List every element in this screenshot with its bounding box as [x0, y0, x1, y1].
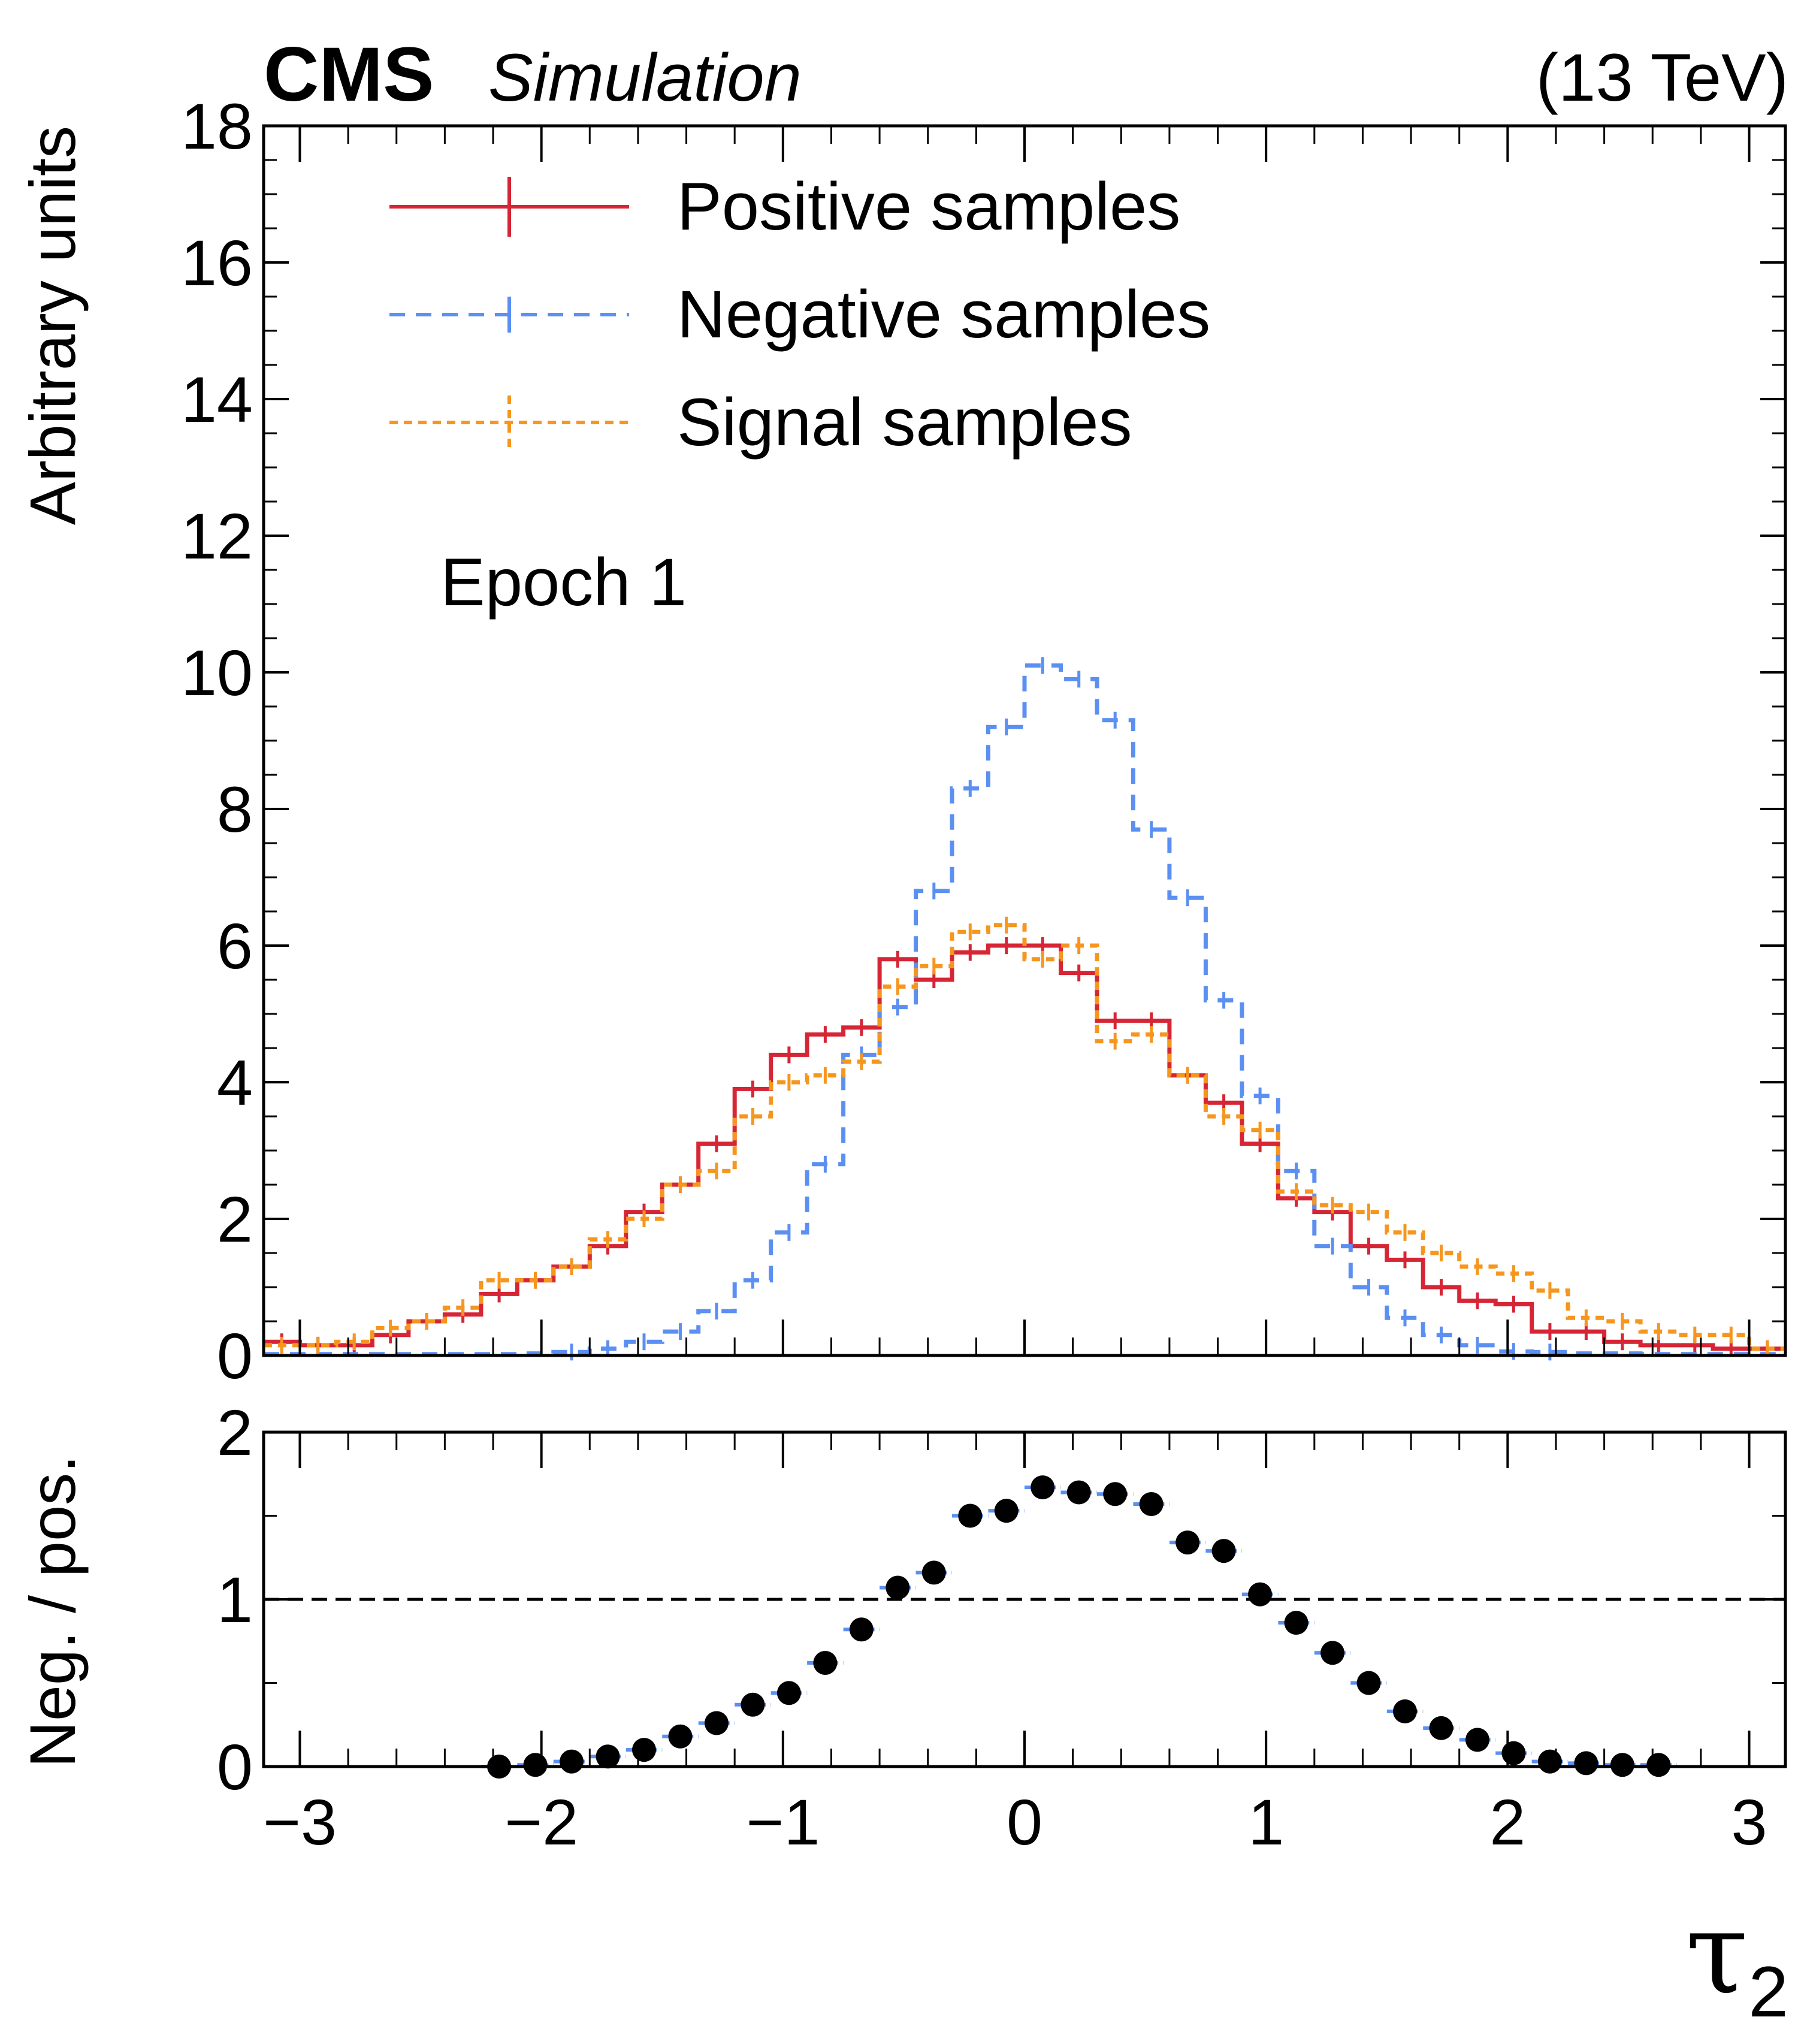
x-tick-label: 1: [1248, 1786, 1284, 1858]
ratio-point: [523, 1753, 548, 1777]
ratio-plot-frame: [262, 1430, 1787, 1768]
series-line-positive: [264, 943, 1785, 1351]
ratio-point: [1537, 1749, 1562, 1774]
series-line-signal: [264, 923, 1785, 1351]
ratio-point: [1610, 1753, 1634, 1777]
legend-entry-negative: Negative samples: [389, 277, 1210, 352]
x-tick-label: 2: [1489, 1786, 1525, 1858]
ratio-point: [1429, 1716, 1453, 1740]
cms-label: CMS: [264, 32, 434, 117]
y-tick-label: 0: [217, 1320, 253, 1392]
ratio-point: [1139, 1492, 1164, 1516]
series-errorbars-negative: [570, 657, 1552, 1361]
x-tick-label: −2: [504, 1786, 578, 1858]
ratio-point: [1031, 1475, 1055, 1500]
ratio-point: [849, 1617, 874, 1642]
ratio-point: [632, 1738, 656, 1762]
ratio-y-tick-label: 2: [217, 1396, 253, 1469]
ratio-y-tick-label: 1: [217, 1563, 253, 1636]
x-axis-label: τ2: [1685, 1887, 1788, 2032]
y-tick-label: 16: [181, 227, 253, 299]
ratio-point: [741, 1692, 765, 1717]
ratio-point: [1574, 1751, 1598, 1776]
ratio-point: [813, 1651, 838, 1675]
legend-entry-positive: Positive samples: [389, 169, 1180, 244]
y-tick-label: 10: [181, 636, 253, 709]
y-tick-label: 4: [217, 1046, 253, 1119]
ratio-point: [560, 1749, 584, 1774]
ratio-point: [1465, 1728, 1489, 1752]
x-axis-label-symbol: τ: [1685, 1887, 1748, 2019]
energy-label: (13 TeV): [1536, 40, 1788, 115]
ratio-point: [1393, 1699, 1417, 1723]
ratio-y-tick-label: 0: [217, 1731, 253, 1803]
ratio-point: [1066, 1480, 1091, 1505]
ratio-point: [994, 1499, 1019, 1523]
ratio-point: [958, 1503, 983, 1528]
ratio-point: [596, 1744, 620, 1769]
ratio-point: [921, 1560, 946, 1585]
x-tick-label: −3: [263, 1786, 337, 1858]
y-tick-label: 18: [181, 90, 253, 162]
main-ticks: [264, 125, 1785, 1357]
ratio-ticks: [264, 1431, 1785, 1768]
y-tick-label: 2: [217, 1183, 253, 1255]
ratio-y-tick-labels: 0 1 2: [217, 1396, 253, 1803]
x-tick-labels: −3 −2 −1 0 1 2 3: [263, 1786, 1767, 1858]
ratio-point: [1356, 1671, 1381, 1695]
x-tick-label: 3: [1731, 1786, 1767, 1858]
legend-entry-signal: Signal samples: [389, 385, 1132, 460]
ratio-point: [886, 1575, 910, 1600]
series-errorbars-signal: [280, 916, 1769, 1357]
x-tick-label: 0: [1007, 1786, 1042, 1858]
ratio-point: [1103, 1482, 1128, 1506]
main-series-layer: [264, 657, 1785, 1361]
legend-label-positive: Positive samples: [677, 169, 1180, 244]
ratio-point: [1501, 1741, 1526, 1765]
ratio-point: [668, 1724, 693, 1749]
epoch-label: Epoch 1: [440, 545, 687, 620]
simulation-label: Simulation: [488, 40, 802, 115]
y-tick-label: 12: [181, 500, 253, 572]
series-line-negative: [264, 663, 1785, 1357]
ratio-point: [1248, 1582, 1273, 1607]
ratio-point: [1320, 1641, 1345, 1665]
ratio-point: [1176, 1530, 1200, 1555]
y-axis-label: Arbitrary units: [16, 126, 89, 525]
legend-label-negative: Negative samples: [677, 277, 1210, 352]
x-tick-label: −1: [746, 1786, 820, 1858]
ratio-panel: −3 −2 −1 0 1 2 3 0 1 2 Neg. / pos.: [16, 1396, 1787, 1858]
legend: Positive samples Negative samples Signal…: [389, 169, 1210, 460]
main-y-tick-labels: 0 2 4 6 8 10 12 14 16 18: [181, 90, 253, 1392]
y-tick-label: 8: [217, 773, 253, 846]
main-plot-frame: [262, 124, 1787, 1357]
ratio-point: [1646, 1753, 1671, 1777]
legend-label-signal: Signal samples: [677, 385, 1132, 460]
main-panel: 0 2 4 6 8 10 12 14 16 18 Arbitrary units Epoch 1: [16, 90, 1787, 1392]
x-axis-label-subscript: 2: [1748, 1952, 1788, 2032]
ratio-point: [1284, 1611, 1309, 1635]
ratio-point: [704, 1711, 729, 1735]
ratio-point: [776, 1681, 801, 1705]
ratio-point: [1211, 1539, 1236, 1563]
ratio-y-axis-label: Neg. / pos.: [16, 1455, 89, 1768]
y-tick-label: 14: [181, 363, 253, 436]
y-tick-label: 6: [217, 910, 253, 982]
